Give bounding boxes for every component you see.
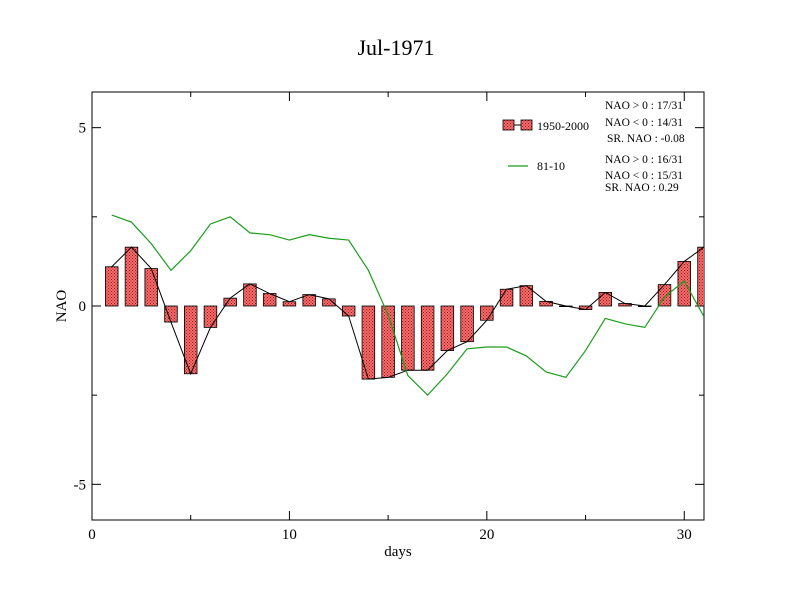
series-1950-2000-line (111, 246, 704, 380)
stat-set2-positive: NAO > 0 : 16/31 (605, 154, 683, 166)
x-tick-label: 20 (479, 527, 494, 543)
bar-day-17 (420, 305, 435, 371)
y-tick-label: 0 (79, 299, 87, 315)
x-tick-label: 30 (677, 527, 692, 543)
bar-day-14 (361, 305, 376, 380)
series-81-10-line (111, 214, 704, 397)
y-tick-label: 5 (79, 121, 87, 137)
stat-set1-negative: NAO < 0 : 14/31 (605, 117, 683, 129)
bar-day-10 (282, 301, 297, 307)
bar-day-1 (105, 266, 119, 307)
bar-day-13 (341, 305, 356, 317)
y-tick-label: -5 (74, 477, 87, 493)
legend: 1950-2000 81-10 (502, 119, 589, 173)
stats-block: NAO > 0 : 17/31 NAO < 0 : 14/31 SR. NAO … (605, 100, 685, 194)
bar-day-31 (697, 246, 704, 307)
bar-day-21 (499, 288, 514, 307)
y-axis-label: NAO (54, 290, 70, 323)
stat-set2-sr: SR. NAO : 0.29 (605, 182, 679, 194)
legend-label-81-10: 81-10 (537, 159, 565, 173)
bar-day-3 (144, 268, 158, 307)
bar-day-4 (164, 305, 178, 323)
stat-set2-negative: NAO < 0 : 15/31 (605, 170, 683, 182)
legend-label-1950-2000: 1950-2000 (537, 119, 589, 133)
legend-bar-swatch-a (502, 119, 515, 131)
x-tick-label: 0 (88, 527, 96, 543)
x-axis-label: days (384, 544, 412, 560)
bar-day-6 (203, 305, 218, 328)
bar-day-30 (677, 261, 691, 307)
bar-day-18 (440, 305, 455, 351)
stat-set1-sr: SR. NAO : -0.08 (607, 133, 685, 145)
bar-day-2 (124, 246, 139, 307)
stat-set1-positive: NAO > 0 : 17/31 (605, 100, 683, 112)
x-tick-label: 10 (282, 527, 297, 543)
legend-bar-swatch-b (520, 119, 533, 131)
chart-title: Jul-1971 (358, 35, 435, 60)
